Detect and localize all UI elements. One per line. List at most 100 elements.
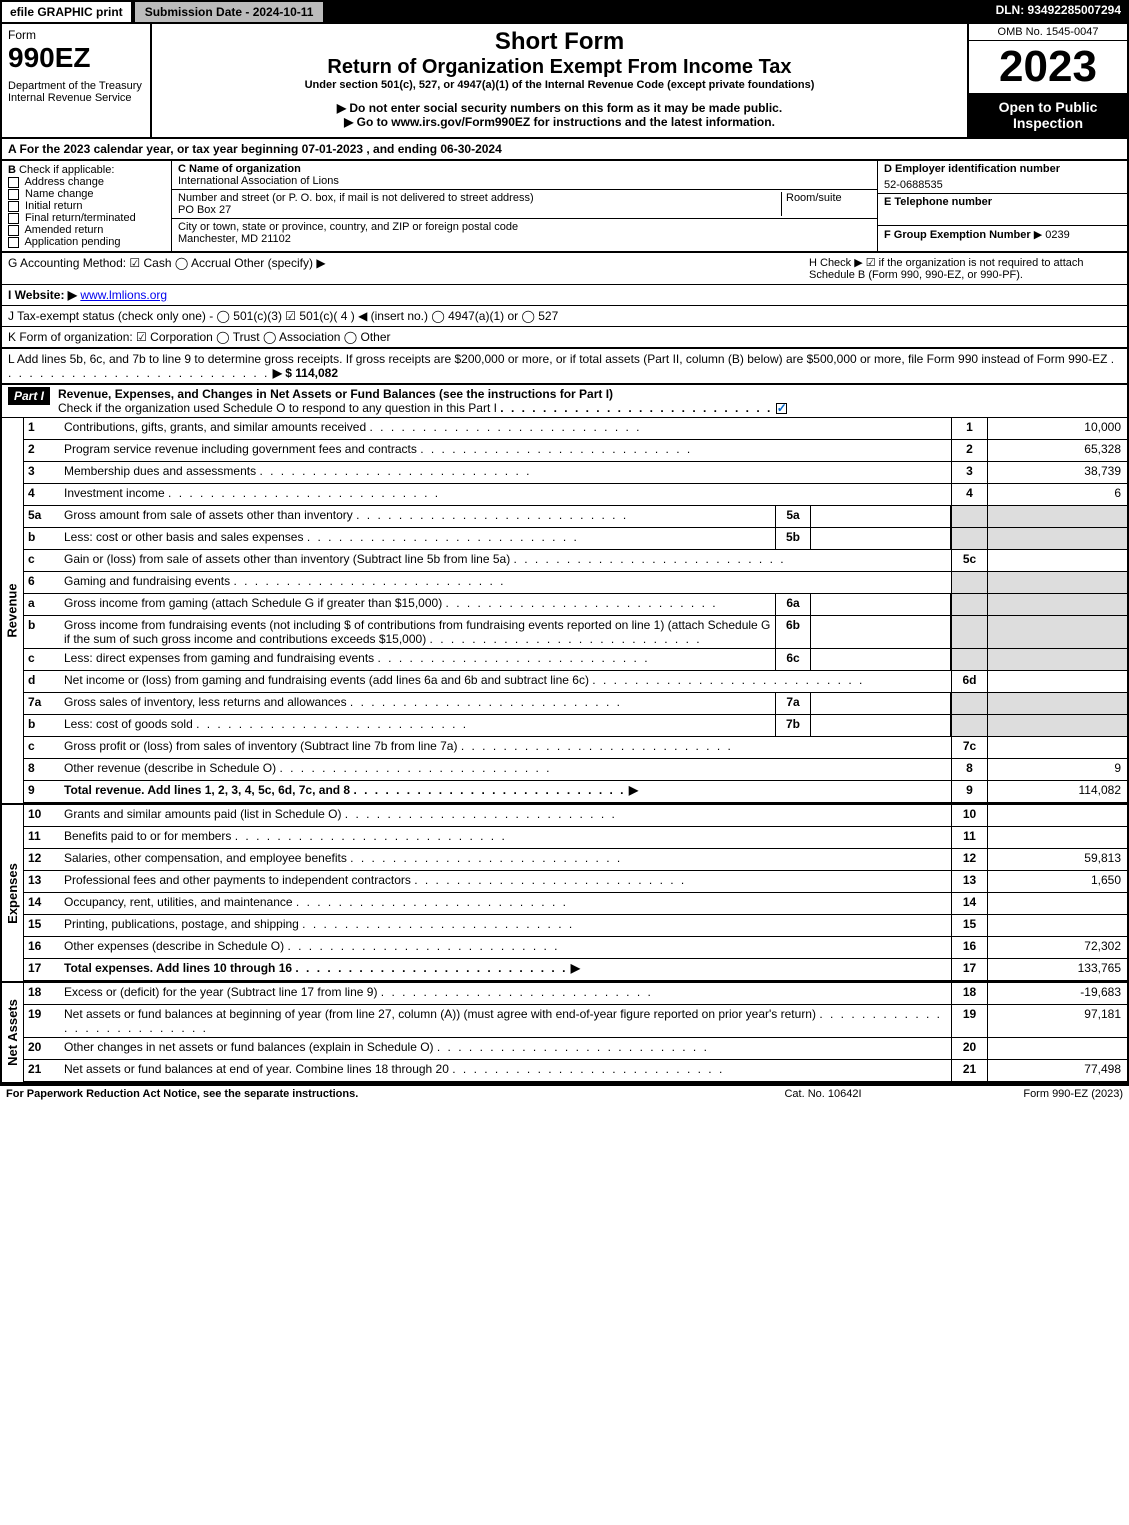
d-ein-label: D Employer identification number — [884, 163, 1060, 175]
line-value: 1,650 — [987, 871, 1127, 892]
c-addr-label: Number and street (or P. O. box, if mail… — [178, 192, 534, 204]
checkbox-item: Address change — [8, 176, 165, 188]
sub-line-value — [811, 649, 951, 670]
line-number: 21 — [24, 1060, 60, 1081]
line-ref: 1 — [951, 418, 987, 439]
section-b: B Check if applicable: Address change Na… — [2, 161, 172, 251]
form-line: bLess: cost of goods sold 7b — [24, 715, 1127, 737]
line-value: 38,739 — [987, 462, 1127, 483]
line-number: 18 — [24, 983, 60, 1004]
line-ref — [951, 616, 987, 648]
part-1-header: Part I Revenue, Expenses, and Changes in… — [0, 385, 1129, 418]
line-number: b — [24, 715, 60, 736]
footer-paperwork: For Paperwork Reduction Act Notice, see … — [6, 1088, 723, 1100]
line-ref — [951, 506, 987, 527]
short-form-title: Short Form — [158, 28, 961, 56]
sub-line-label: 6a — [775, 594, 811, 615]
form-line: 16Other expenses (describe in Schedule O… — [24, 937, 1127, 959]
form-line: 18Excess or (deficit) for the year (Subt… — [24, 983, 1127, 1005]
form-line: 11Benefits paid to or for members 11 — [24, 827, 1127, 849]
checkbox[interactable] — [8, 189, 19, 200]
line-value: 133,765 — [987, 959, 1127, 980]
line-ref: 2 — [951, 440, 987, 461]
form-number: 990EZ — [8, 42, 144, 74]
line-value: 9 — [987, 759, 1127, 780]
b-label: B — [8, 164, 16, 176]
line-description: Other revenue (describe in Schedule O) — [60, 759, 951, 780]
room-suite-label: Room/suite — [781, 192, 871, 216]
part-1-check[interactable] — [776, 403, 787, 414]
line-value: 10,000 — [987, 418, 1127, 439]
footer-catno: Cat. No. 10642I — [723, 1088, 923, 1100]
line-ref: 20 — [951, 1038, 987, 1059]
line-description: Less: direct expenses from gaming and fu… — [60, 649, 775, 670]
line-number: 9 — [24, 781, 60, 802]
department: Department of the Treasury Internal Reve… — [8, 80, 144, 104]
footer-formref: Form 990-EZ (2023) — [923, 1088, 1123, 1100]
line-number: 15 — [24, 915, 60, 936]
line-ref: 19 — [951, 1005, 987, 1037]
line-description: Gross income from fundraising events (no… — [60, 616, 775, 648]
line-number: 11 — [24, 827, 60, 848]
revenue-section: Revenue 1Contributions, gifts, grants, a… — [0, 418, 1129, 805]
line-value — [987, 671, 1127, 692]
line-number: c — [24, 649, 60, 670]
line-number: b — [24, 528, 60, 549]
checkbox[interactable] — [8, 177, 19, 188]
line-ref: 10 — [951, 805, 987, 826]
sub-line-value — [811, 594, 951, 615]
line-value — [987, 715, 1127, 736]
line-value: 6 — [987, 484, 1127, 505]
line-ref: 11 — [951, 827, 987, 848]
line-ref: 12 — [951, 849, 987, 870]
identifying-block: B Check if applicable: Address change Na… — [0, 161, 1129, 253]
line-number: 5a — [24, 506, 60, 527]
line-number: 1 — [24, 418, 60, 439]
line-number: 20 — [24, 1038, 60, 1059]
line-number: c — [24, 550, 60, 571]
line-ref: 6d — [951, 671, 987, 692]
open-to-public: Open to Public Inspection — [969, 93, 1127, 137]
line-ref — [951, 594, 987, 615]
checkbox[interactable] — [8, 225, 19, 236]
form-line: 7aGross sales of inventory, less returns… — [24, 693, 1127, 715]
checkbox[interactable] — [8, 237, 19, 248]
efile-print-button[interactable]: efile GRAPHIC print — [0, 0, 133, 24]
line-description: Other expenses (describe in Schedule O) — [60, 937, 951, 958]
line-number: 3 — [24, 462, 60, 483]
sub-line-label: 7b — [775, 715, 811, 736]
line-description: Net assets or fund balances at beginning… — [60, 1005, 951, 1037]
l-text: L Add lines 5b, 6c, and 7b to line 9 to … — [8, 352, 1107, 366]
form-line: 20Other changes in net assets or fund ba… — [24, 1038, 1127, 1060]
row-gh: G Accounting Method: ☑ Cash ◯ Accrual Ot… — [0, 253, 1129, 285]
line-value — [987, 550, 1127, 571]
b-check-label: Check if applicable: — [19, 164, 114, 176]
line-description: Gross sales of inventory, less returns a… — [60, 693, 775, 714]
sub-line-value — [811, 693, 951, 714]
checkbox[interactable] — [8, 201, 19, 212]
revenue-sidelabel: Revenue — [2, 418, 24, 803]
line-description: Excess or (deficit) for the year (Subtra… — [60, 983, 951, 1004]
line-description: Membership dues and assessments — [60, 462, 951, 483]
line-description: Less: cost or other basis and sales expe… — [60, 528, 775, 549]
website-link[interactable]: www.lmlions.org — [80, 288, 167, 302]
line-value: -19,683 — [987, 983, 1127, 1004]
line-description: Printing, publications, postage, and shi… — [60, 915, 951, 936]
line-description: Total expenses. Add lines 10 through 16 … — [60, 959, 951, 980]
line-description: Professional fees and other payments to … — [60, 871, 951, 892]
page-footer: For Paperwork Reduction Act Notice, see … — [0, 1084, 1129, 1102]
c-name-label: C Name of organization — [178, 163, 301, 175]
line-ref: 17 — [951, 959, 987, 980]
line-number: 16 — [24, 937, 60, 958]
goto-link[interactable]: ▶ Go to www.irs.gov/Form990EZ for instru… — [158, 115, 961, 129]
form-line: 19Net assets or fund balances at beginni… — [24, 1005, 1127, 1038]
line-ref — [951, 572, 987, 593]
omb-number: OMB No. 1545-0047 — [969, 24, 1127, 41]
line-number: 2 — [24, 440, 60, 461]
section-c: C Name of organization International Ass… — [172, 161, 877, 251]
line-number: 17 — [24, 959, 60, 980]
form-line: bLess: cost or other basis and sales exp… — [24, 528, 1127, 550]
form-header: Form 990EZ Department of the Treasury In… — [0, 24, 1129, 139]
checkbox[interactable] — [8, 213, 19, 224]
main-title: Return of Organization Exempt From Incom… — [158, 56, 961, 79]
